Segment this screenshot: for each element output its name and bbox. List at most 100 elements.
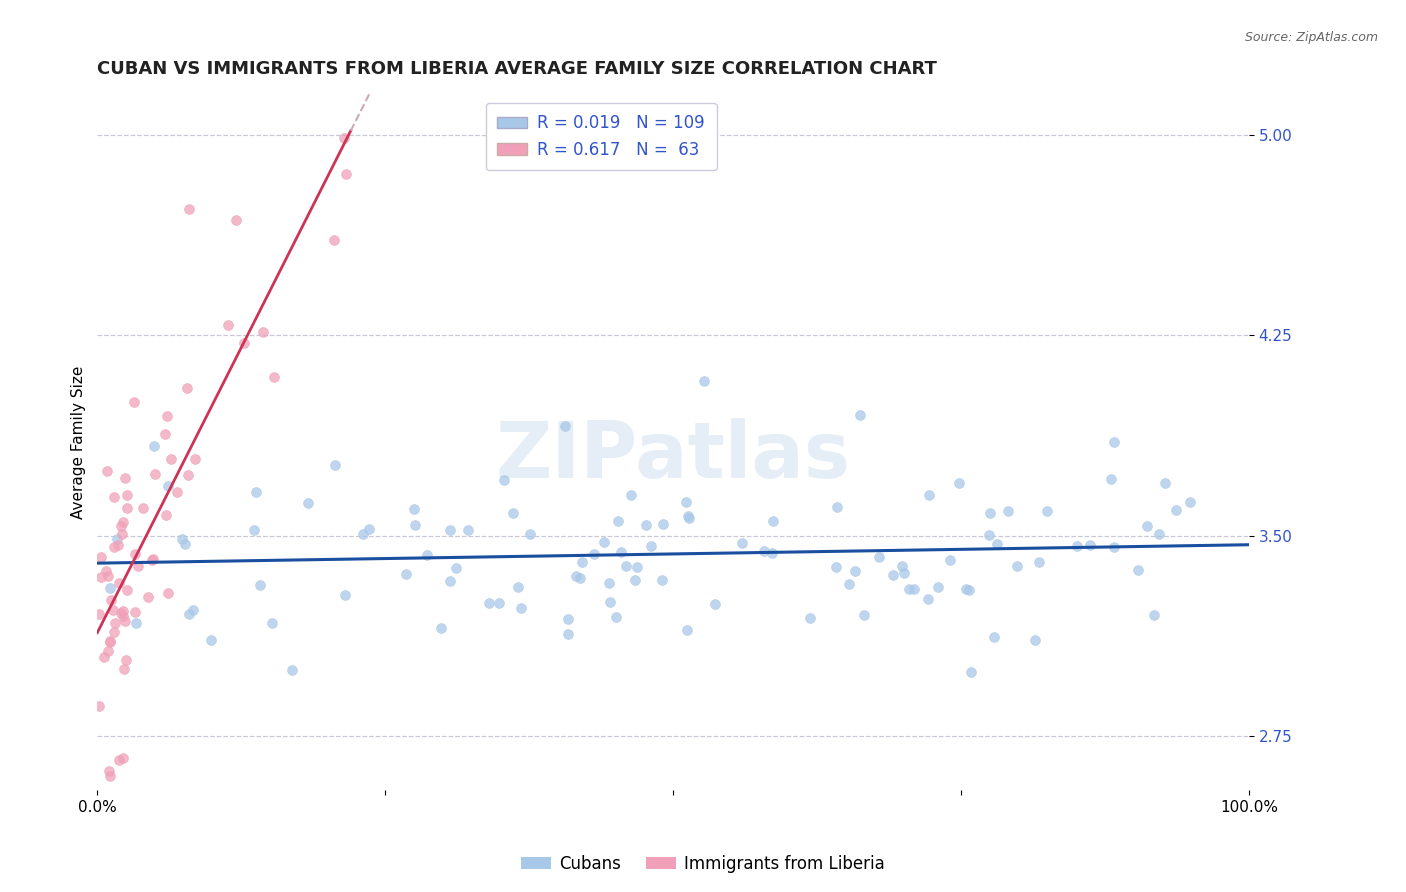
Point [107, 538, 129, 552]
Point [96, 464, 118, 478]
Point [335, 167, 357, 181]
Point [634, 517, 657, 532]
Point [333, 588, 356, 602]
Point [598, 575, 620, 590]
Point [124, 547, 146, 561]
Y-axis label: Average Family Size: Average Family Size [72, 366, 86, 519]
Point [90, 570, 112, 584]
Point [156, 479, 179, 493]
Point [1143, 608, 1166, 623]
Point [903, 582, 925, 597]
Point [948, 476, 970, 491]
Point [176, 381, 198, 395]
Point [1024, 633, 1046, 648]
Point [122, 395, 145, 409]
Point [263, 370, 285, 384]
Point [605, 610, 627, 624]
Point [112, 662, 135, 676]
Point [488, 596, 510, 610]
Point [675, 495, 697, 509]
Point [582, 547, 605, 561]
Point [439, 574, 461, 588]
Point [111, 527, 134, 541]
Point [571, 555, 593, 569]
Point [897, 582, 920, 597]
Point [979, 527, 1001, 541]
Point [142, 439, 165, 453]
Point [142, 551, 165, 566]
Point [110, 606, 132, 620]
Point [693, 374, 716, 388]
Point [837, 577, 859, 591]
Point [127, 558, 149, 573]
Point [143, 467, 166, 481]
Point [87, 699, 110, 714]
Point [353, 526, 375, 541]
Point [1102, 540, 1125, 554]
Point [938, 553, 960, 567]
Point [281, 663, 304, 677]
Point [98, 769, 121, 783]
Point [918, 488, 941, 502]
Point [1028, 555, 1050, 569]
Point [179, 202, 201, 217]
Point [233, 336, 256, 351]
Point [108, 575, 131, 590]
Point [620, 488, 643, 502]
Point [402, 502, 425, 516]
Point [955, 582, 977, 597]
Point [108, 753, 131, 767]
Point [166, 485, 188, 500]
Point [297, 495, 319, 509]
Point [890, 559, 912, 574]
Point [87, 607, 110, 621]
Point [252, 325, 274, 339]
Point [112, 604, 135, 618]
Point [112, 516, 135, 530]
Point [124, 605, 146, 619]
Point [478, 596, 501, 610]
Point [132, 500, 155, 515]
Point [651, 516, 673, 531]
Point [569, 571, 592, 585]
Point [125, 615, 148, 630]
Point [607, 514, 630, 528]
Point [986, 537, 1008, 551]
Point [115, 488, 138, 502]
Point [704, 598, 727, 612]
Point [115, 582, 138, 597]
Point [93, 649, 115, 664]
Point [492, 473, 515, 487]
Point [103, 603, 125, 617]
Point [177, 468, 200, 483]
Point [960, 665, 983, 680]
Point [141, 552, 163, 566]
Point [404, 517, 426, 532]
Point [626, 560, 648, 574]
Point [1154, 475, 1177, 490]
Legend: Cubans, Immigrants from Liberia: Cubans, Immigrants from Liberia [515, 848, 891, 880]
Point [1066, 539, 1088, 553]
Point [225, 213, 247, 227]
Point [614, 558, 637, 573]
Point [115, 501, 138, 516]
Point [849, 409, 872, 423]
Point [98, 634, 121, 648]
Point [430, 621, 453, 635]
Point [457, 524, 479, 538]
Point [100, 593, 122, 607]
Point [114, 614, 136, 628]
Point [599, 595, 621, 609]
Point [177, 607, 200, 621]
Point [97, 569, 120, 583]
Point [508, 580, 530, 594]
Text: Source: ZipAtlas.com: Source: ZipAtlas.com [1244, 31, 1378, 45]
Point [98, 635, 121, 649]
Point [519, 527, 541, 541]
Point [110, 518, 132, 533]
Point [170, 532, 193, 546]
Point [557, 612, 579, 626]
Point [762, 514, 785, 528]
Point [184, 451, 207, 466]
Point [174, 537, 197, 551]
